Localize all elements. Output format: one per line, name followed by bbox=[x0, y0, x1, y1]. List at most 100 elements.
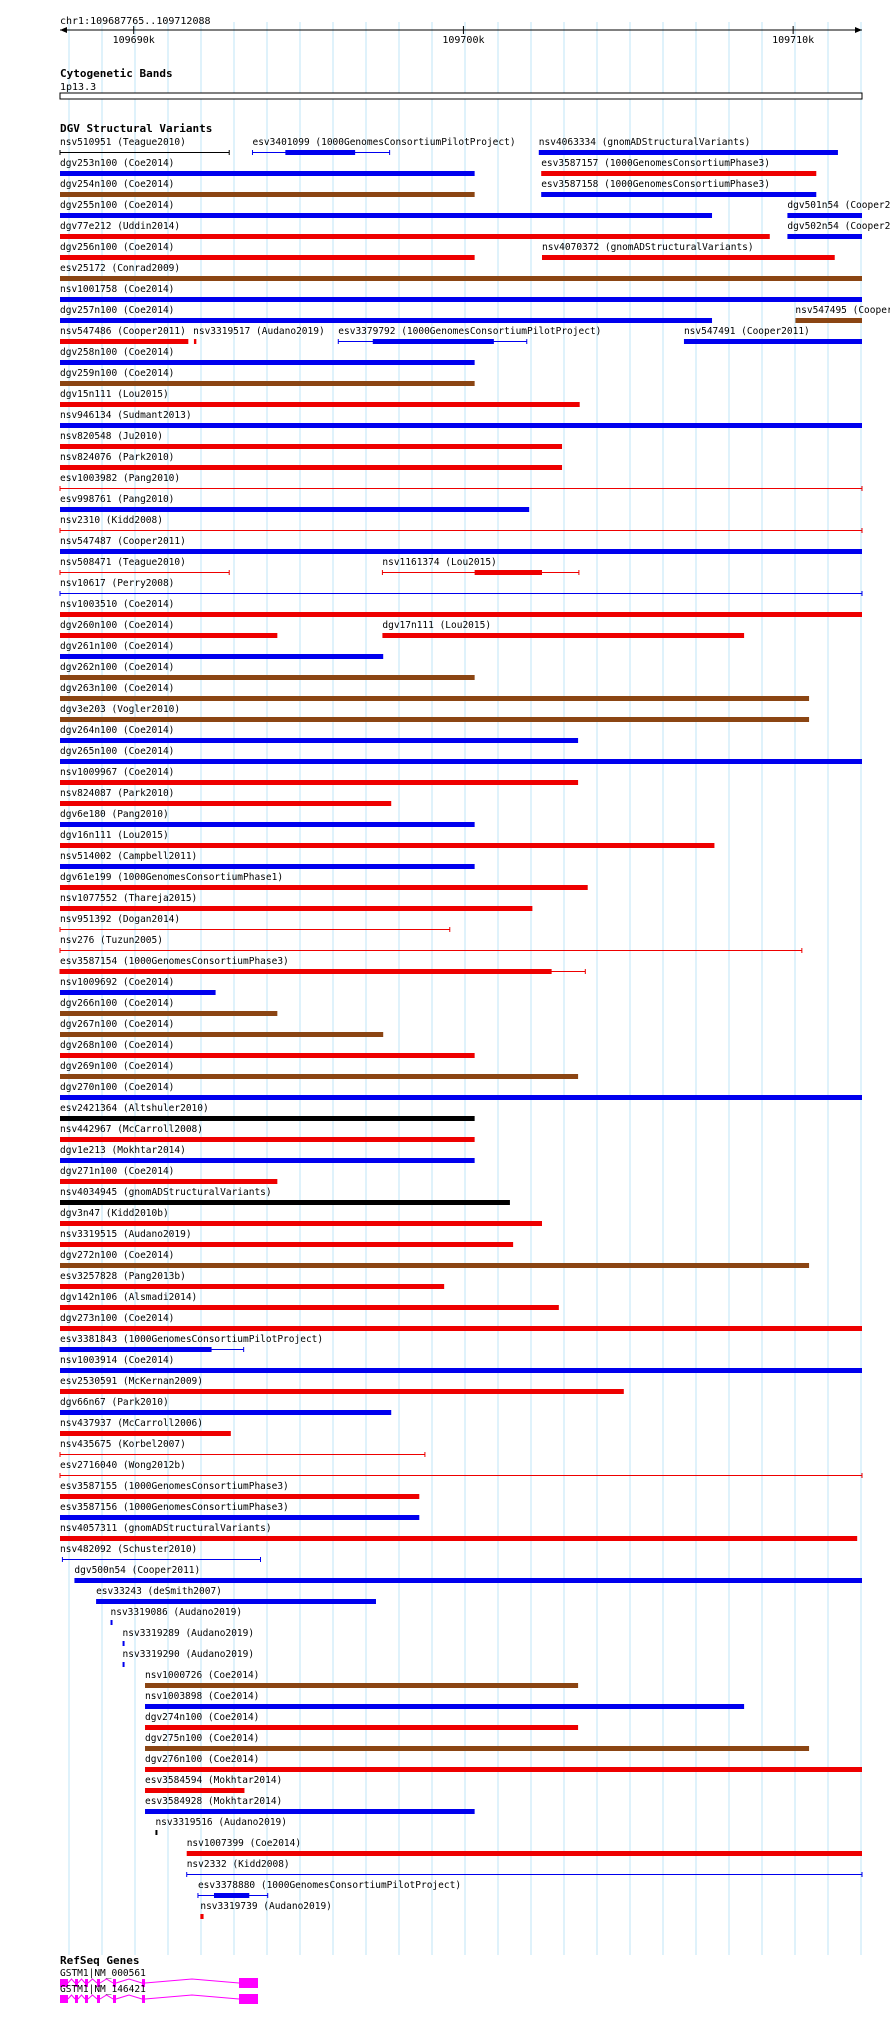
variant-bar[interactable] bbox=[795, 318, 862, 323]
gene-exon[interactable] bbox=[60, 1995, 66, 2003]
variant-bar[interactable] bbox=[382, 633, 745, 638]
variant-feature[interactable]: dgv269n100 (Coe2014) bbox=[60, 1061, 579, 1079]
variant-bar[interactable] bbox=[60, 318, 713, 323]
variant-bar[interactable] bbox=[60, 423, 862, 428]
variant-feature[interactable]: dgv501n54 (Cooper2011) bbox=[787, 200, 890, 218]
variant-feature[interactable]: dgv259n100 (Coe2014) bbox=[60, 368, 475, 386]
variant-bar[interactable] bbox=[60, 1074, 579, 1079]
variant-bar[interactable] bbox=[60, 1179, 278, 1184]
variant-bar[interactable] bbox=[60, 1326, 862, 1331]
variant-feature[interactable]: esv3584928 (Mokhtar2014) bbox=[145, 1796, 475, 1814]
variant-bar[interactable] bbox=[60, 696, 810, 701]
variant-bar[interactable] bbox=[60, 1494, 420, 1499]
variant-feature[interactable]: dgv17n111 (Lou2015) bbox=[382, 620, 745, 638]
variant-bar[interactable] bbox=[60, 297, 862, 302]
variant-bar[interactable] bbox=[60, 192, 475, 197]
variant-feature[interactable]: nsv4057311 (gnomADStructuralVariants) bbox=[60, 1523, 858, 1541]
variant-feature[interactable]: dgv16n111 (Lou2015) bbox=[60, 830, 715, 848]
gene-exon[interactable] bbox=[85, 1979, 88, 1987]
variant-bar[interactable] bbox=[60, 1053, 475, 1058]
variant-feature[interactable]: nsv951392 (Dogan2014) bbox=[59, 914, 451, 932]
variant-feature[interactable]: dgv15n111 (Lou2015) bbox=[60, 389, 580, 407]
variant-feature[interactable]: dgv61e199 (1000GenomesConsortiumPhase1) bbox=[60, 872, 588, 890]
variant-feature[interactable]: nsv482092 (Schuster2010) bbox=[60, 1544, 261, 1562]
variant-bar[interactable] bbox=[60, 738, 579, 743]
variant-feature[interactable]: esv2716040 (Wong2012b) bbox=[59, 1460, 863, 1478]
variant-feature[interactable]: dgv254n100 (Coe2014) bbox=[60, 179, 475, 197]
variant-bar[interactable] bbox=[60, 1389, 624, 1394]
variant-bar[interactable] bbox=[60, 1137, 475, 1142]
variant-bar[interactable] bbox=[60, 969, 552, 974]
variant-bar[interactable] bbox=[96, 1599, 376, 1604]
gene-feature[interactable]: GSTM1|NM_000561 bbox=[60, 1968, 258, 1988]
variant-feature[interactable]: nsv4034945 (gnomADStructuralVariants) bbox=[60, 1187, 510, 1205]
variant-feature[interactable]: nsv442967 (McCarroll2008) bbox=[60, 1124, 475, 1142]
variant-bar[interactable] bbox=[60, 1368, 862, 1373]
variant-feature[interactable]: nsv946134 (Sudmant2013) bbox=[60, 410, 862, 428]
variant-bar[interactable] bbox=[60, 1242, 514, 1247]
gene-exon[interactable] bbox=[113, 1979, 116, 1987]
variant-bar[interactable] bbox=[145, 1683, 579, 1688]
gene-exon[interactable] bbox=[142, 1995, 145, 2003]
variant-bar[interactable] bbox=[60, 1305, 559, 1310]
variant-feature[interactable]: esv33243 (deSmith2007) bbox=[96, 1586, 376, 1604]
variant-bar[interactable] bbox=[110, 1620, 113, 1625]
variant-bar[interactable] bbox=[60, 822, 475, 827]
variant-feature[interactable]: esv3378880 (1000GenomesConsortiumPilotPr… bbox=[197, 1880, 461, 1898]
variant-bar[interactable] bbox=[787, 213, 862, 218]
variant-bar[interactable] bbox=[683, 339, 862, 344]
variant-bar[interactable] bbox=[60, 465, 563, 470]
variant-bar[interactable] bbox=[60, 1515, 420, 1520]
variant-feature[interactable]: nsv1001758 (Coe2014) bbox=[60, 284, 862, 302]
variant-feature[interactable]: esv1003982 (Pang2010) bbox=[59, 473, 863, 491]
variant-feature[interactable]: esv3257828 (Pang2013b) bbox=[60, 1271, 445, 1289]
variant-bar[interactable] bbox=[60, 675, 475, 680]
variant-feature[interactable]: nsv4070372 (gnomADStructuralVariants) bbox=[542, 242, 835, 260]
variant-feature[interactable]: dgv275n100 (Coe2014) bbox=[145, 1733, 810, 1751]
variant-bar[interactable] bbox=[60, 402, 580, 407]
variant-bar[interactable] bbox=[60, 906, 533, 911]
variant-feature[interactable]: dgv3n47 (Kidd2010b) bbox=[60, 1208, 543, 1226]
variant-bar[interactable] bbox=[193, 339, 197, 344]
variant-feature[interactable]: dgv265n100 (Coe2014) bbox=[60, 746, 862, 764]
variant-bar[interactable] bbox=[60, 1200, 510, 1205]
variant-feature[interactable]: nsv3319086 (Audano2019) bbox=[110, 1607, 243, 1625]
variant-bar[interactable] bbox=[372, 339, 494, 344]
gene-exon[interactable] bbox=[113, 1995, 116, 2003]
gene-exon[interactable] bbox=[85, 1995, 88, 2003]
variant-bar[interactable] bbox=[474, 570, 543, 575]
variant-feature[interactable]: dgv267n100 (Coe2014) bbox=[60, 1019, 384, 1037]
variant-bar[interactable] bbox=[145, 1725, 579, 1730]
variant-feature[interactable]: dgv6e180 (Pang2010) bbox=[60, 809, 475, 827]
variant-feature[interactable]: nsv1009967 (Coe2014) bbox=[60, 767, 579, 785]
variant-feature[interactable]: dgv255n100 (Coe2014) bbox=[60, 200, 713, 218]
variant-feature[interactable]: dgv3e203 (Vogler2010) bbox=[60, 704, 810, 722]
variant-feature[interactable]: nsv547486 (Cooper2011) bbox=[60, 326, 189, 344]
variant-feature[interactable]: dgv270n100 (Coe2014) bbox=[60, 1082, 862, 1100]
gene-feature[interactable]: GSTM1|NM_146421 bbox=[60, 1984, 258, 2004]
gene-exon[interactable] bbox=[66, 1995, 68, 2003]
variant-feature[interactable]: nsv3319289 (Audano2019) bbox=[122, 1628, 255, 1646]
variant-bar[interactable] bbox=[541, 192, 817, 197]
variant-feature[interactable]: dgv271n100 (Coe2014) bbox=[60, 1166, 278, 1184]
variant-feature[interactable]: dgv273n100 (Coe2014) bbox=[60, 1313, 862, 1331]
variant-feature[interactable]: dgv258n100 (Coe2014) bbox=[60, 347, 475, 365]
variant-feature[interactable]: esv2421364 (Altshuler2010) bbox=[60, 1103, 475, 1121]
gene-exon[interactable] bbox=[142, 1979, 145, 1987]
variant-feature[interactable]: nsv10617 (Perry2008) bbox=[59, 578, 863, 596]
variant-bar[interactable] bbox=[186, 1851, 862, 1856]
variant-feature[interactable]: nsv1003914 (Coe2014) bbox=[60, 1355, 862, 1373]
variant-feature[interactable]: nsv1003510 (Coe2014) bbox=[60, 599, 862, 617]
gene-exon[interactable] bbox=[239, 1978, 258, 1988]
variant-bar[interactable] bbox=[122, 1641, 125, 1646]
variant-bar[interactable] bbox=[145, 1704, 745, 1709]
variant-bar[interactable] bbox=[60, 276, 862, 281]
variant-feature[interactable]: esv3587156 (1000GenomesConsortiumPhase3) bbox=[60, 1502, 420, 1520]
variant-bar[interactable] bbox=[60, 1158, 475, 1163]
variant-bar[interactable] bbox=[60, 1347, 212, 1352]
gene-exon[interactable] bbox=[75, 1995, 78, 2003]
variant-feature[interactable]: nsv2332 (Kidd2008) bbox=[186, 1859, 863, 1877]
variant-bar[interactable] bbox=[145, 1788, 245, 1793]
variant-bar[interactable] bbox=[60, 633, 278, 638]
variant-bar[interactable] bbox=[60, 1116, 475, 1121]
